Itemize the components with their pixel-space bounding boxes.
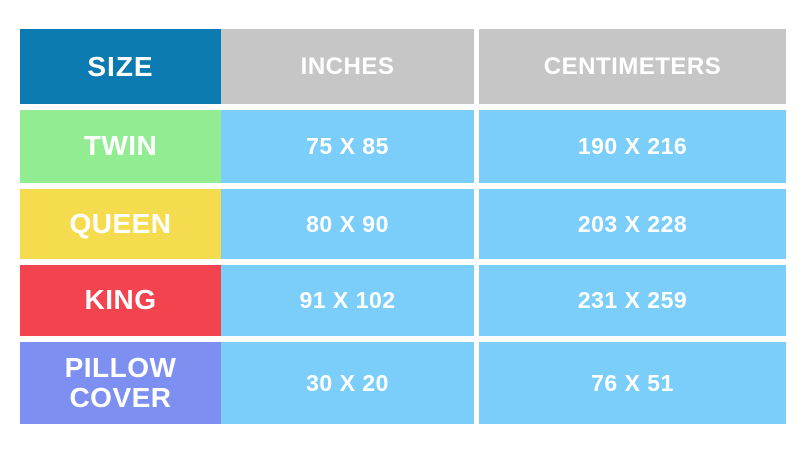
queen-inches-value: 80 X 90 <box>221 189 474 259</box>
twin-centimeters-value: 190 X 216 <box>474 110 786 183</box>
queen-centimeters-value: 203 X 228 <box>474 189 786 259</box>
pillow-cover-centimeters-value: 76 X 51 <box>474 342 786 424</box>
pillow-cover-inches-value: 30 X 20 <box>221 342 474 424</box>
row-label-pillow-cover: PILLOW COVER <box>20 342 221 424</box>
header-cell-inches: INCHES <box>221 29 474 104</box>
king-inches-value: 91 X 102 <box>221 265 474 336</box>
header-cell-size: SIZE <box>20 29 221 104</box>
row-label-king: KING <box>20 265 221 336</box>
header-cell-centimeters: CENTIMETERS <box>474 29 786 104</box>
size-conversion-table: SIZE INCHES CENTIMETERS TWIN 75 X 85 190… <box>20 29 786 424</box>
twin-inches-value: 75 X 85 <box>221 110 474 183</box>
king-centimeters-value: 231 X 259 <box>474 265 786 336</box>
row-label-queen: QUEEN <box>20 189 221 259</box>
row-label-twin: TWIN <box>20 110 221 183</box>
